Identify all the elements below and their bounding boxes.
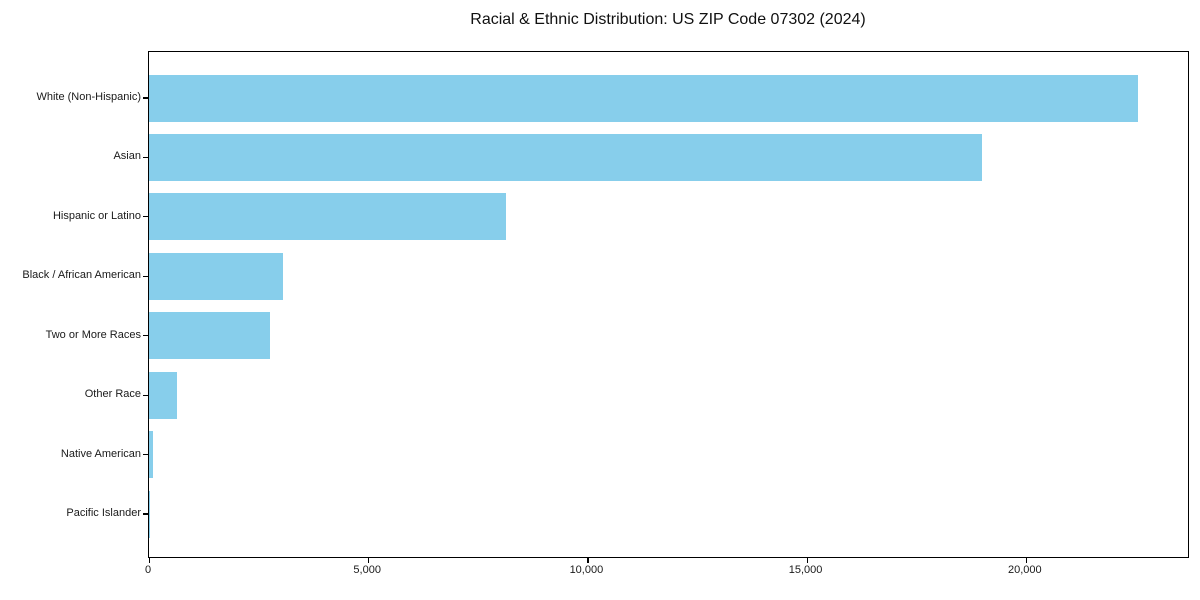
y-tick-label-asian: Asian [113, 150, 141, 163]
x-axis-labels: 0 5,000 10,000 15,000 20,000 [144, 563, 1187, 579]
y-tick-label-black-african-american: Black / African American [22, 269, 141, 282]
bar-two-or-more-races [149, 312, 270, 360]
y-tick-label-other-race: Other Race [84, 388, 141, 401]
y-tick-label-pacific-islander: Pacific Islander [66, 507, 141, 519]
y-tick-label-white-non-hispanic: White (Non-Hispanic) [36, 91, 141, 103]
y-tick-mark [143, 275, 148, 277]
y-tick-mark [143, 394, 148, 396]
bar-white-non-hispanic [149, 74, 1138, 122]
y-tick-label-hispanic-or-latino: Hispanic or Latino [52, 209, 141, 222]
x-tick-label-0: 0 [144, 564, 152, 576]
y-tick-mark [143, 453, 148, 456]
x-tick-label-5000: 5,000 [353, 564, 381, 576]
chart-title: Racial & Ethnic Distribution: US ZIP Cod… [470, 11, 866, 28]
x-tick-mark [368, 558, 370, 563]
bar-black-african-american [149, 252, 283, 300]
x-tick-label-15000: 15,000 [788, 564, 823, 576]
bar-other-race [149, 371, 178, 419]
x-tick-label-20000: 20,000 [1007, 564, 1042, 576]
y-tick-mark [143, 335, 148, 337]
x-tick-mark [806, 558, 808, 563]
y-tick-label-native-american: Native American [60, 447, 141, 460]
y-axis-labels: White (Non-Hispanic) Asian Hispanic or Lat… [0, 51, 141, 556]
bar-asian [149, 133, 982, 181]
x-tick-label-10000: 10,000 [569, 564, 604, 576]
y-tick-label-two-or-more-races: Two or More Races [45, 328, 141, 341]
y-tick-mark [143, 97, 148, 99]
y-tick-mark [143, 156, 148, 159]
x-tick-mark [587, 558, 589, 563]
plot-area [143, 51, 1189, 563]
y-tick-mark [143, 513, 148, 515]
y-tick-mark [143, 216, 148, 218]
x-tick-mark [1025, 558, 1027, 563]
bar-pacific-islander [149, 490, 150, 538]
bar-native-american [149, 431, 153, 479]
x-tick-mark [149, 558, 151, 563]
bar-hispanic-or-latino [149, 193, 507, 241]
